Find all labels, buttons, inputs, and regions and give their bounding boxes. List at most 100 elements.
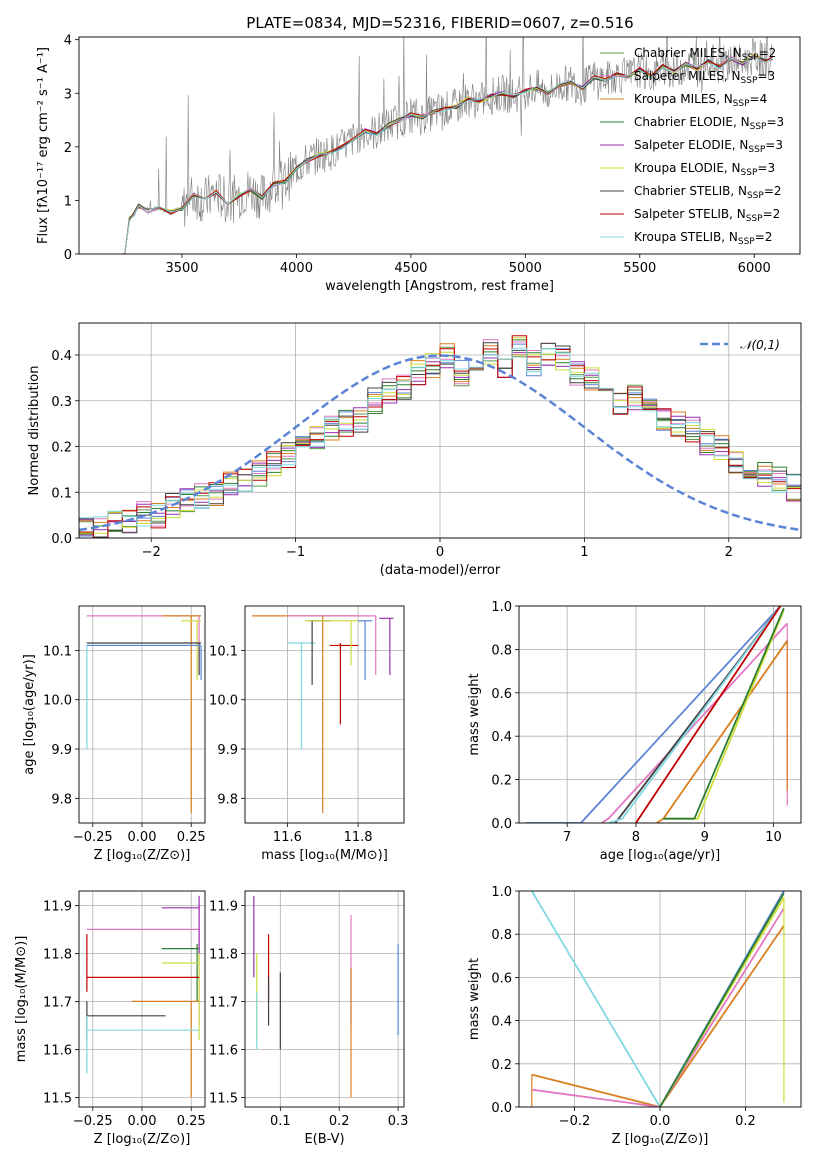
y-tick-label: 0 xyxy=(64,248,72,263)
legend-entry: Kroupa STELIB, NSSP=2 xyxy=(634,230,772,247)
y-tick-label: 0.1 xyxy=(51,486,72,501)
x-tick-label: 5000 xyxy=(509,261,542,276)
y-tick-label: 10.1 xyxy=(209,644,238,659)
y-tick-label: 3 xyxy=(64,87,72,102)
y-tick-label: 9.9 xyxy=(51,743,72,758)
model-spectrum-line xyxy=(124,54,773,254)
y-tick-label: 0.4 xyxy=(491,1015,512,1030)
y-tick-label: 9.9 xyxy=(217,743,238,758)
x-tick-label: 4500 xyxy=(394,261,427,276)
legend-entry: Kroupa ELODIE, NSSP=3 xyxy=(634,161,775,178)
axes-frame xyxy=(518,605,802,824)
normal-distribution-curve xyxy=(79,354,801,532)
y-tick-label: 11.9 xyxy=(43,899,72,914)
x-tick-label: 0.1 xyxy=(270,1114,291,1129)
model-spectrum-line xyxy=(124,55,773,254)
x-tick-label: 2 xyxy=(725,545,733,560)
age-vs-metallicity-panel: −0.25 0.00 0.25 9.8 9.9 10.0 10.1 Z [log₁₀(Z/Z⊙… xyxy=(22,605,206,863)
model-spectrum-line xyxy=(124,56,773,253)
x-axis-label: mass [log₁₀(M/M⊙)] xyxy=(261,848,388,863)
x-tick-label: 4000 xyxy=(280,261,313,276)
y-tick-label: 10.1 xyxy=(43,644,72,659)
cumulative-age-panel: 7 8 9 10 0.0 0.2 0.4 0.6 0.8 1.0 age [log₁₀(age/yr… xyxy=(467,600,802,863)
axes-frame xyxy=(78,36,801,255)
figure-title: PLATE=0834, MJD=52316, FIBERID=0607, z=0… xyxy=(246,14,633,32)
y-tick-label: 0.2 xyxy=(491,1058,512,1073)
cumulative-line xyxy=(531,925,785,1107)
x-axis-label: age [log₁₀(age/yr)] xyxy=(600,848,721,863)
y-tick-label: 11.5 xyxy=(43,1091,72,1106)
cumulative-line xyxy=(531,907,785,1107)
cumulative-line xyxy=(659,892,785,1107)
y-tick-label: 0.2 xyxy=(51,441,72,456)
model-spectrum-line xyxy=(124,57,773,254)
x-tick-label: −1 xyxy=(286,545,305,560)
y-tick-label: 11.6 xyxy=(209,1043,238,1058)
histogram-step-line xyxy=(79,342,801,538)
x-tick-label: 11.6 xyxy=(273,830,302,845)
x-tick-label: −2 xyxy=(142,545,161,560)
x-tick-label: 0.25 xyxy=(177,1114,206,1129)
x-axis-label: Z [log₁₀(Z/Z⊙)] xyxy=(612,1132,709,1147)
x-axis-label: wavelength [Angstrom, rest frame] xyxy=(325,279,554,294)
x-tick-label: 8 xyxy=(632,830,640,845)
cumulative-line xyxy=(656,640,788,823)
y-tick-label: 10.0 xyxy=(209,694,238,709)
mass-vs-ebv-panel: 0.1 0.2 0.3 11.5 11.6 11.7 11.8 11.9 E(B-V) xyxy=(209,890,408,1147)
cumulative-line xyxy=(531,891,785,1107)
x-tick-label: −0.25 xyxy=(73,1114,113,1129)
y-tick-label: 9.8 xyxy=(51,792,72,807)
y-tick-label: 2 xyxy=(64,141,72,156)
y-tick-label: 0.3 xyxy=(51,395,72,410)
legend-entry: Salpeter MILES, NSSP=3 xyxy=(634,69,775,86)
y-tick-label: 11.9 xyxy=(209,899,238,914)
cumulative-line xyxy=(635,606,782,823)
x-tick-label: 0.00 xyxy=(128,1114,157,1129)
x-tick-label: 0.25 xyxy=(177,830,206,845)
y-tick-label: 1.0 xyxy=(491,600,512,615)
y-tick-label: 1 xyxy=(64,194,72,209)
y-tick-label: 9.8 xyxy=(217,792,238,807)
x-tick-label: 6000 xyxy=(738,261,771,276)
y-axis-label: mass weight xyxy=(467,958,482,1040)
x-axis-label: (data-model)/error xyxy=(380,563,501,578)
x-tick-label: 5500 xyxy=(623,261,656,276)
y-tick-label: 0.0 xyxy=(491,817,512,832)
x-tick-label: 9 xyxy=(701,830,709,845)
y-axis-label: age [log₁₀(age/yr)] xyxy=(22,654,37,775)
model-spectrum-line xyxy=(124,53,773,254)
y-tick-label: 11.8 xyxy=(43,947,72,962)
axes-frame xyxy=(244,890,405,1108)
x-axis-label: Z [log₁₀(Z/Z⊙)] xyxy=(94,848,191,863)
y-tick-label: 4 xyxy=(64,34,72,49)
y-tick-label: 0.8 xyxy=(491,643,512,658)
model-spectrum-line xyxy=(124,54,773,254)
legend-entry: Chabrier ELODIE, NSSP=3 xyxy=(634,115,784,132)
y-axis-label: Normed distribution xyxy=(27,366,42,496)
cumulative-metallicity-panel: −0.2 0.0 0.2 0.0 0.2 0.4 0.6 0.8 1.0 Z [log₁₀(Z/Z… xyxy=(467,885,802,1147)
mass-vs-metallicity-panel: −0.25 0.00 0.25 11.5 11.6 11.7 11.8 11.9 Z [log₁… xyxy=(14,890,206,1147)
cumulative-line xyxy=(601,622,788,823)
axes-frame xyxy=(518,890,802,1108)
cumulative-line xyxy=(663,607,785,820)
x-tick-label: −0.2 xyxy=(559,1114,591,1129)
x-axis-label: E(B-V) xyxy=(304,1132,344,1147)
x-tick-label: 3500 xyxy=(165,261,198,276)
cumulative-line xyxy=(608,606,782,823)
x-tick-label: 1 xyxy=(580,545,588,560)
y-axis-label: Flux [fλ10⁻¹⁷ erg cm⁻² s⁻¹ A⁻¹] xyxy=(36,47,51,244)
legend-entry: Kroupa MILES, NSSP=4 xyxy=(634,92,767,109)
legend-entry: Salpeter STELIB, NSSP=2 xyxy=(634,207,780,224)
y-tick-label: 10.0 xyxy=(43,694,72,709)
model-spectrum-line xyxy=(124,55,773,254)
x-tick-label: 7 xyxy=(563,830,571,845)
y-tick-label: 0.4 xyxy=(491,730,512,745)
y-tick-label: 11.8 xyxy=(209,947,238,962)
x-tick-label: −0.25 xyxy=(73,830,113,845)
model-spectrum-line xyxy=(124,53,773,254)
y-axis-label: mass [log₁₀(M/M⊙)] xyxy=(14,936,29,1063)
model-spectrum-line xyxy=(124,56,773,254)
x-tick-label: 0 xyxy=(436,545,444,560)
cumulative-line xyxy=(525,606,782,823)
